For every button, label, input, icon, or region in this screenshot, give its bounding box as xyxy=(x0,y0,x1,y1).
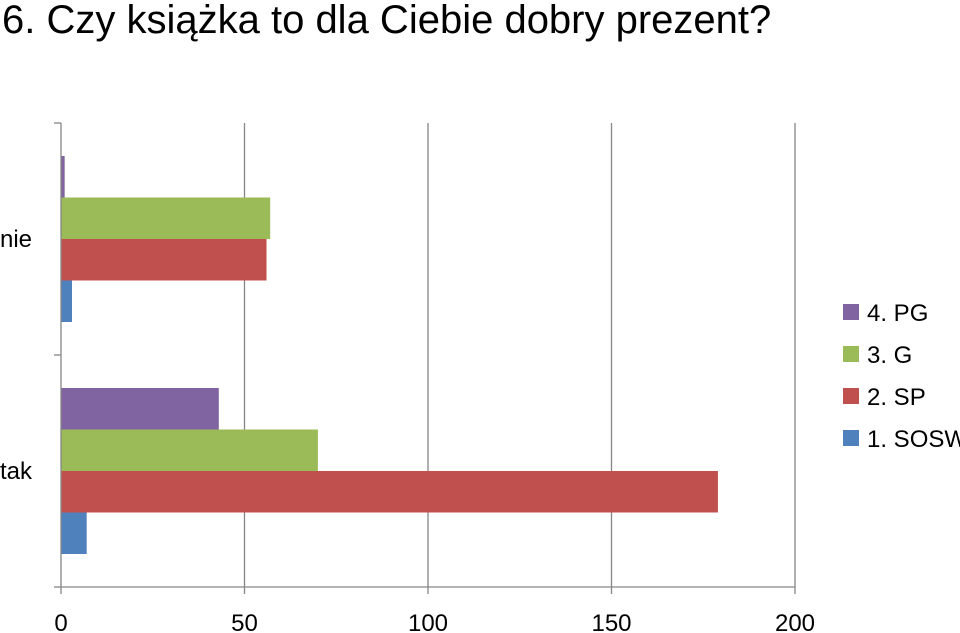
bar-tak-4-pg xyxy=(61,388,219,430)
legend: 4. PG 3. G 2. SP 1. SOSW xyxy=(843,300,960,453)
chart-title: 6. Czy książka to dla Ciebie dobry preze… xyxy=(2,0,772,42)
category-label-nie: nie xyxy=(0,226,32,253)
legend-swatch-1 xyxy=(843,346,859,362)
legend-swatch-2 xyxy=(843,388,859,404)
x-tick-labels: 0 50 100 150 200 xyxy=(54,610,815,633)
bar-nie-4-pg xyxy=(61,156,65,198)
x-tick-label-150: 150 xyxy=(591,610,631,633)
bar-tak-1-sosw xyxy=(61,512,87,554)
bar-nie-2-sp xyxy=(61,239,267,281)
legend-label-3: 1. SOSW xyxy=(867,426,960,453)
x-tick-label-200: 200 xyxy=(775,610,815,633)
legend-swatch-3 xyxy=(843,430,859,446)
bar-tak-2-sp xyxy=(61,471,718,513)
legend-label-0: 4. PG xyxy=(867,300,928,327)
legend-label-1: 3. G xyxy=(867,342,912,369)
x-tick-label-0: 0 xyxy=(54,610,67,633)
x-tick-label-100: 100 xyxy=(408,610,448,633)
category-labels: nie tak xyxy=(0,226,33,485)
bar-tak-3-g xyxy=(61,429,318,471)
legend-swatch-0 xyxy=(843,304,859,320)
axes xyxy=(54,122,796,594)
x-tick-label-50: 50 xyxy=(231,610,258,633)
category-label-tak: tak xyxy=(0,458,33,485)
legend-label-2: 2. SP xyxy=(867,384,926,411)
bars xyxy=(61,156,718,554)
bar-nie-1-sosw xyxy=(61,280,73,322)
bar-nie-3-g xyxy=(61,197,271,239)
gridlines xyxy=(243,123,796,587)
